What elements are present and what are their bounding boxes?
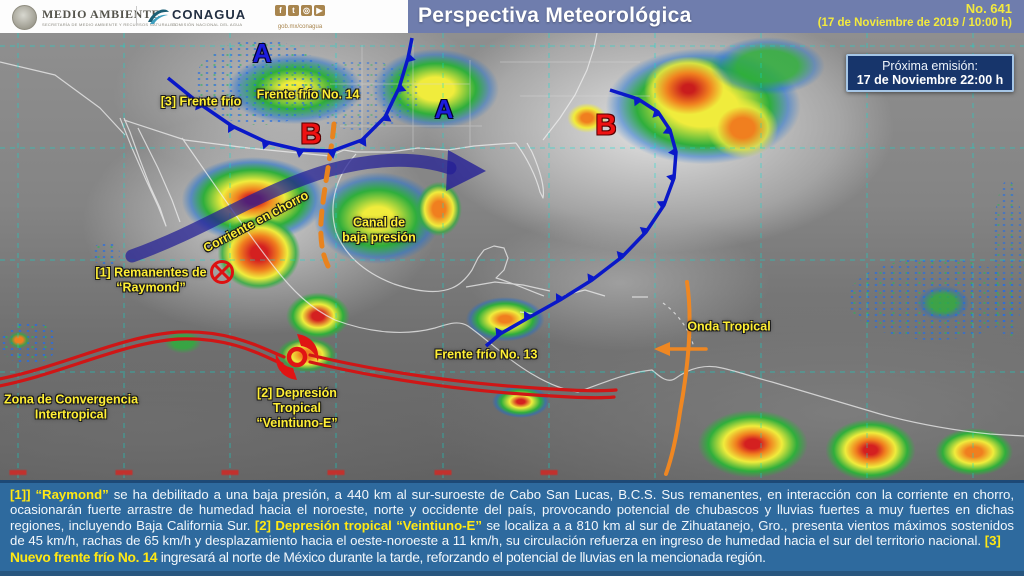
issue-number: No. 641 bbox=[965, 1, 1012, 16]
precip-blob bbox=[413, 178, 465, 240]
page-title: Perspectiva Meteorológica bbox=[418, 4, 692, 27]
issue-info: No. 641 (17 de Noviembre de 2019 / 10:00… bbox=[817, 1, 1012, 30]
issue-datetime: (17 de Noviembre de 2019 / 10:00 h) bbox=[817, 16, 1012, 29]
forecast-text-panel: [1]] “Raymond” se ha debilitado a una ba… bbox=[0, 480, 1024, 576]
medio-ambiente-logo[interactable]: MEDIO AMBIENTE SECRETARÍA DE MEDIO AMBIE… bbox=[42, 7, 176, 27]
precip-blob bbox=[160, 328, 206, 356]
next-emission-box: Próxima emisión: 17 de Noviembre 22:00 h bbox=[846, 54, 1014, 92]
forecast-last-line: Nuevo frente frío No. 14 ingresará al no… bbox=[10, 549, 766, 565]
precip-blob bbox=[264, 334, 342, 380]
medio-ambiente-subtext: SECRETARÍA DE MEDIO AMBIENTE Y RECURSOS … bbox=[42, 22, 177, 27]
medio-ambiente-wordmark: MEDIO AMBIENTE bbox=[42, 7, 161, 21]
precip-blob bbox=[700, 92, 785, 164]
precip-specks bbox=[300, 60, 420, 130]
social-handle: gob.mx/conagua bbox=[277, 24, 323, 30]
precip-specks bbox=[92, 242, 120, 266]
instagram-icon[interactable]: ◎ bbox=[301, 5, 312, 16]
precip-blob bbox=[213, 212, 305, 294]
conagua-swoosh-icon bbox=[148, 9, 169, 24]
precip-blob bbox=[928, 424, 1020, 480]
social-links: f t ◎ ▶ gob.mx/conagua bbox=[268, 5, 332, 30]
conagua-logo[interactable]: CONAGUA COMISIÓN NACIONAL DEL AGUA bbox=[172, 7, 246, 27]
conagua-wordmark: CONAGUA bbox=[172, 7, 247, 22]
precip-blob bbox=[438, 294, 550, 350]
precip-blob bbox=[488, 383, 570, 445]
precip-blob bbox=[818, 414, 943, 480]
precip-blob bbox=[912, 282, 974, 324]
precip-blob bbox=[563, 100, 611, 136]
precip-specks bbox=[992, 180, 1024, 340]
header-bar: MEDIO AMBIENTE SECRETARÍA DE MEDIO AMBIE… bbox=[0, 0, 1024, 33]
next-emission-datetime: 17 de Noviembre 22:00 h bbox=[856, 73, 1004, 87]
logo-divider bbox=[136, 6, 137, 26]
conagua-subtext: COMISIÓN NACIONAL DEL AGUA bbox=[172, 22, 243, 27]
next-emission-label: Próxima emisión: bbox=[882, 59, 978, 73]
precip-blob bbox=[6, 330, 32, 350]
youtube-icon[interactable]: ▶ bbox=[314, 5, 325, 16]
footer-strip bbox=[0, 571, 1024, 576]
header-logo-panel: MEDIO AMBIENTE SECRETARÍA DE MEDIO AMBIE… bbox=[0, 0, 408, 33]
precip-blob bbox=[688, 404, 823, 480]
twitter-icon[interactable]: t bbox=[288, 5, 299, 16]
facebook-icon[interactable]: f bbox=[275, 5, 286, 16]
forecast-paragraph: [1]] “Raymond” se ha debilitado a una ba… bbox=[10, 487, 1014, 549]
government-seal-icon bbox=[12, 5, 37, 30]
precip-blob bbox=[700, 33, 835, 100]
